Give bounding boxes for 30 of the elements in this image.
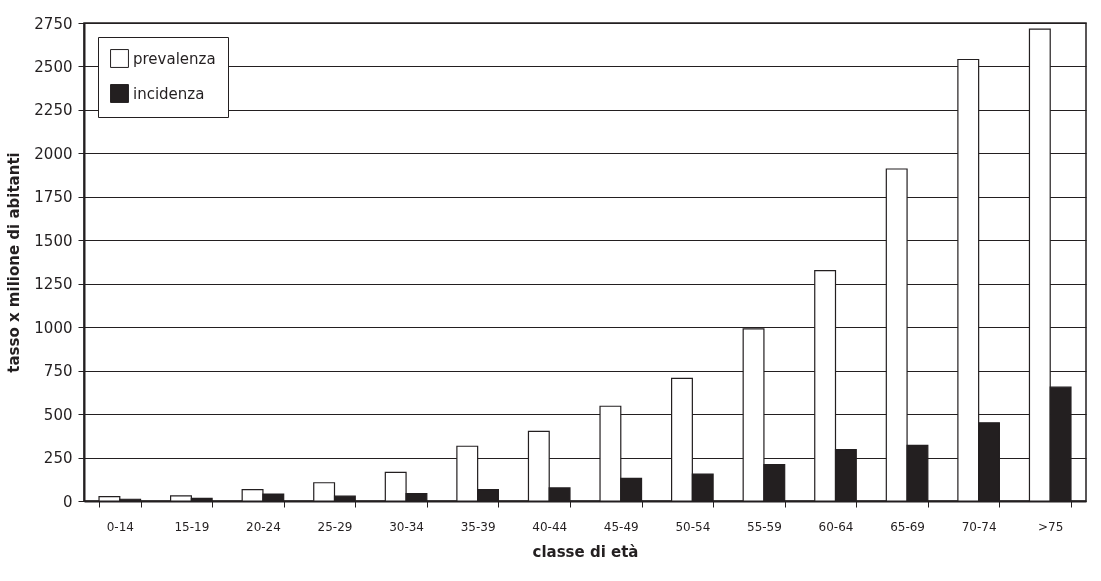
x-tick-label: 45-49	[603, 519, 639, 534]
x-tick-label: 0-14	[106, 519, 134, 534]
x-tick-label: 50-54	[675, 519, 711, 534]
y-tick-label: 0	[62, 492, 73, 511]
x-tick-label: >75	[1038, 519, 1064, 534]
x-tick-label: 55-59	[746, 519, 782, 534]
x-tick-label: 15-19	[174, 519, 210, 534]
y-tick-label: 2750	[34, 14, 73, 33]
y-tick-label: 1000	[34, 318, 73, 337]
x-tick-label: 70-74	[961, 519, 997, 534]
x-tick-label: 65-69	[890, 519, 926, 534]
legend-label: incidenza	[133, 84, 205, 103]
x-tick-label: 40-44	[532, 519, 568, 534]
x-tick-label: 60-64	[818, 519, 854, 534]
y-tick-label: 1250	[34, 275, 73, 294]
y-tick-label: 2000	[34, 144, 73, 163]
y-axis-title: tasso x milione di abitanti	[5, 152, 24, 373]
x-tick-label: 20-24	[245, 519, 281, 534]
y-tick-label: 500	[43, 405, 73, 424]
y-tick-label: 2250	[34, 101, 73, 120]
x-tick-label: 25-29	[317, 519, 353, 534]
x-tick-label: 35-39	[460, 519, 496, 534]
x-axis-title: classe di età	[532, 542, 639, 561]
x-tick-label: 30-34	[389, 519, 425, 534]
y-tick-label: 2500	[34, 57, 73, 76]
y-tick-label: 750	[43, 362, 73, 381]
y-tick-label: 1500	[34, 231, 73, 250]
legend-label: prevalenza	[133, 49, 216, 68]
y-tick-label: 1750	[34, 188, 73, 207]
y-tick-label: 250	[43, 449, 73, 468]
